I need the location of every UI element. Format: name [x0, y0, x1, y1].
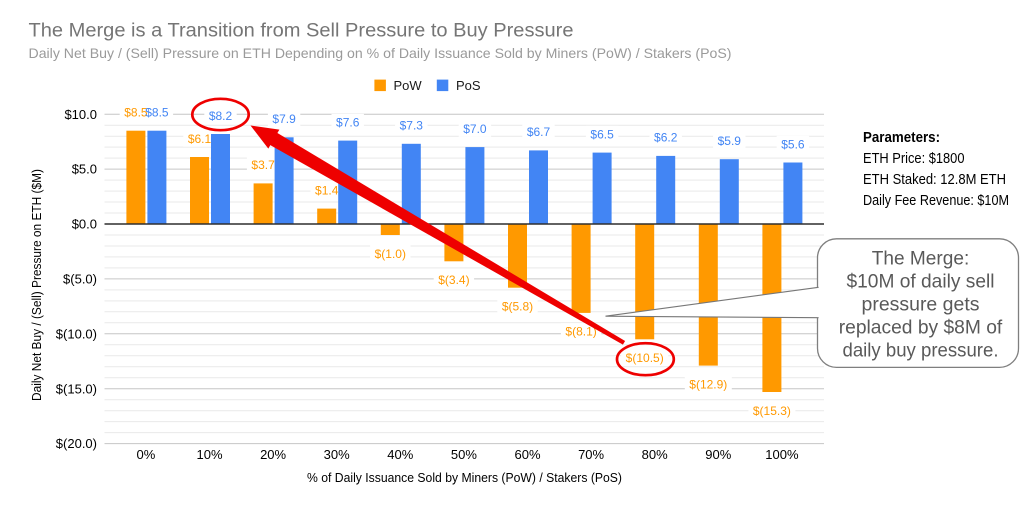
svg-text:$(5.8): $(5.8): [502, 300, 533, 314]
svg-text:$6.7: $6.7: [527, 125, 551, 139]
svg-text:Parameters:: Parameters:: [863, 130, 940, 146]
svg-text:$(12.9): $(12.9): [689, 377, 727, 391]
svg-text:$6.2: $6.2: [654, 131, 678, 145]
svg-text:PoW: PoW: [394, 78, 423, 93]
svg-text:$8.5: $8.5: [124, 106, 148, 120]
svg-text:$3.7: $3.7: [251, 158, 275, 172]
svg-text:$8.2: $8.2: [209, 109, 233, 123]
svg-text:ETH Staked: 12.8M ETH: ETH Staked: 12.8M ETH: [863, 172, 1006, 188]
svg-text:100%: 100%: [765, 447, 799, 462]
svg-text:70%: 70%: [578, 447, 604, 462]
svg-text:$5.9: $5.9: [718, 134, 742, 148]
svg-text:50%: 50%: [451, 447, 477, 462]
svg-text:The Merge:: The Merge:: [872, 248, 970, 270]
svg-text:30%: 30%: [324, 447, 350, 462]
svg-text:$10.0: $10.0: [64, 107, 97, 122]
svg-text:$(15.0): $(15.0): [56, 381, 97, 396]
svg-text:$(8.1): $(8.1): [565, 325, 596, 339]
svg-text:daily buy pressure.: daily buy pressure.: [843, 340, 999, 362]
svg-text:$7.0: $7.0: [463, 122, 487, 136]
svg-text:$7.3: $7.3: [400, 119, 424, 133]
svg-text:$5.6: $5.6: [781, 137, 805, 151]
svg-text:$5.0: $5.0: [72, 162, 97, 177]
svg-text:$6.1: $6.1: [188, 132, 212, 146]
svg-text:$7.9: $7.9: [272, 112, 296, 126]
svg-text:ETH Price: $1800: ETH Price: $1800: [863, 151, 965, 167]
svg-text:$10M of daily sell: $10M of daily sell: [847, 271, 995, 293]
svg-text:0%: 0%: [137, 447, 156, 462]
svg-text:$7.6: $7.6: [336, 115, 360, 129]
svg-text:60%: 60%: [514, 447, 540, 462]
svg-text:$(15.3): $(15.3): [753, 404, 791, 418]
svg-text:$1.4: $1.4: [315, 183, 339, 197]
svg-text:$(5.0): $(5.0): [63, 272, 97, 287]
svg-text:80%: 80%: [642, 447, 668, 462]
svg-text:% of Daily Issuance Sold by Mi: % of Daily Issuance Sold by Miners (PoW)…: [307, 470, 622, 485]
svg-text:$8.5: $8.5: [145, 106, 169, 120]
svg-text:$(10.0): $(10.0): [56, 326, 97, 341]
svg-text:pressure gets: pressure gets: [862, 294, 980, 316]
svg-text:$(20.0): $(20.0): [56, 436, 97, 451]
svg-text:PoS: PoS: [456, 78, 481, 93]
svg-text:The Merge is a Transition from: The Merge is a Transition from Sell Pres…: [29, 21, 574, 42]
svg-text:$0.0: $0.0: [72, 217, 97, 232]
svg-text:10%: 10%: [196, 447, 222, 462]
svg-text:Daily Net Buy / (Sell) Pressur: Daily Net Buy / (Sell) Pressure on ETH D…: [29, 45, 732, 61]
svg-text:$(1.0): $(1.0): [375, 247, 406, 261]
svg-text:$(3.4): $(3.4): [438, 273, 469, 287]
svg-text:$6.5: $6.5: [590, 127, 614, 141]
svg-text:Daily Fee Revenue: $10M: Daily Fee Revenue: $10M: [863, 193, 1009, 209]
svg-text:$(10.5): $(10.5): [626, 351, 664, 365]
svg-text:20%: 20%: [260, 447, 286, 462]
svg-text:90%: 90%: [705, 447, 731, 462]
svg-text:40%: 40%: [387, 447, 413, 462]
svg-text:Daily Net Buy / (Sell) Pressur: Daily Net Buy / (Sell) Pressure on ETH (…: [30, 169, 44, 401]
svg-text:replaced by $8M of: replaced by $8M of: [839, 317, 1003, 339]
